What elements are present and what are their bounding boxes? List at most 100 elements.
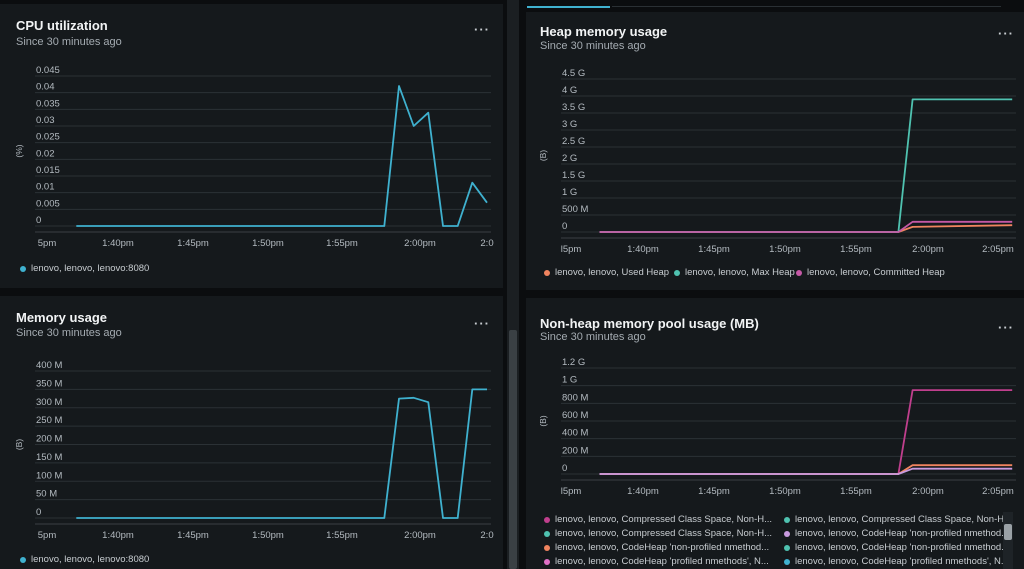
legend-item[interactable]: lenovo, lenovo, lenovo:8080	[20, 554, 149, 565]
y-tick-label: 0.01	[36, 182, 55, 193]
x-tick-label: 1:50pm	[252, 530, 284, 541]
y-tick-label: 400 M	[36, 360, 62, 371]
legend-label: lenovo, lenovo, Committed Heap	[807, 267, 945, 278]
panel-menu-icon[interactable]: ···	[998, 320, 1014, 335]
nonheap-legend: lenovo, lenovo, Compressed Class Space, …	[526, 512, 1012, 569]
panel-menu-icon[interactable]: ···	[474, 316, 490, 331]
legend-swatch	[784, 516, 790, 523]
legend-swatch	[796, 269, 802, 276]
legend-item[interactable]: lenovo, lenovo, Used Heap	[544, 267, 669, 278]
y-tick-label: 200 M	[562, 445, 588, 456]
panel-title: Heap memory usage	[540, 24, 668, 39]
legend-item[interactable]: lenovo, lenovo, CodeHeap 'profiled nmeth…	[544, 556, 769, 567]
x-tick-label: 1:55pm	[840, 486, 872, 497]
y-tick-label: 3.5 G	[562, 102, 585, 113]
nonheap-memory-panel: Non-heap memory pool usage (MB) Since 30…	[526, 298, 1024, 569]
legend-swatch	[784, 544, 790, 551]
y-tick-label: 1 G	[562, 375, 577, 386]
x-tick-label: 1:45pm	[698, 486, 730, 497]
y-tick-label: 0.035	[36, 98, 60, 109]
y-tick-label: 0	[562, 463, 567, 474]
legend-swatch	[544, 269, 550, 276]
y-tick-label: 0.04	[36, 82, 55, 93]
legend-label: lenovo, lenovo, Compressed Class Space, …	[555, 528, 773, 539]
series-line[interactable]	[76, 388, 487, 519]
series-line[interactable]	[599, 467, 1013, 475]
y-tick-label: 0.015	[36, 165, 60, 176]
legend-scrollbar-thumb[interactable]	[1004, 524, 1012, 540]
legend-label: lenovo, lenovo, CodeHeap 'non-profiled n…	[555, 542, 770, 553]
x-tick-label: 5pm	[38, 238, 57, 249]
y-tick-label: 0	[36, 215, 41, 226]
y-tick-label: 4 G	[562, 85, 577, 96]
panel-menu-icon[interactable]: ···	[474, 22, 490, 37]
legend-label: lenovo, lenovo, lenovo:8080	[31, 554, 150, 565]
y-tick-label: 800 M	[562, 392, 588, 403]
series-line[interactable]	[599, 464, 1013, 475]
y-tick-label: 3 G	[562, 119, 577, 130]
legend-item[interactable]: lenovo, lenovo, lenovo:8080	[20, 263, 149, 274]
legend-item[interactable]: lenovo, lenovo, Committed Heap	[796, 267, 945, 278]
nonheap-chart: 0 200 M 400 M 600 M 800 M 1 G 1.2 G l5pm 1:40pm 1…	[538, 358, 1016, 497]
panel-title: Memory usage	[16, 310, 108, 325]
x-tick-label: 1:45pm	[177, 530, 209, 541]
y-tick-label: 0.025	[36, 132, 60, 143]
legend-swatch	[544, 516, 550, 523]
legend-label: lenovo, lenovo, CodeHeap 'profiled nmeth…	[795, 556, 1009, 567]
y-tick-label: 600 M	[562, 410, 588, 421]
legend-item[interactable]: lenovo, lenovo, CodeHeap 'non-profiled n…	[784, 542, 1009, 553]
panel-subtitle: Since 30 minutes ago	[16, 36, 122, 48]
y-tick-label: 1 G	[562, 187, 577, 198]
legend-item[interactable]: lenovo, lenovo, CodeHeap 'non-profiled n…	[544, 542, 769, 553]
series-line[interactable]	[599, 224, 1013, 233]
legend-swatch	[544, 544, 550, 551]
legend-swatch	[20, 556, 26, 563]
x-tick-label: 2:00pm	[404, 530, 436, 541]
legend-item[interactable]: lenovo, lenovo, Compressed Class Space, …	[544, 528, 772, 539]
legend-label: lenovo, lenovo, lenovo:8080	[31, 263, 150, 274]
y-tick-label: 300 M	[36, 397, 62, 408]
series-line[interactable]	[599, 389, 1013, 475]
y-tick-label: 0	[36, 507, 41, 518]
top-divider	[612, 6, 1001, 7]
legend-label: lenovo, lenovo, CodeHeap 'non-profiled n…	[795, 542, 1010, 553]
series-line[interactable]	[599, 98, 1013, 233]
memory-usage-panel: Memory usage Since 30 minutes ago ··· 0 5…	[0, 296, 503, 569]
y-axis-title: (B)	[538, 150, 548, 162]
x-tick-label: 1:40pm	[627, 244, 659, 255]
y-tick-label: 0.005	[36, 198, 60, 209]
y-tick-label: 150 M	[36, 452, 62, 463]
x-tick-label: 1:40pm	[102, 238, 134, 249]
x-tick-label: l5pm	[561, 244, 582, 255]
series-line[interactable]	[599, 220, 1013, 233]
y-tick-label: 200 M	[36, 434, 62, 445]
legend-swatch	[674, 269, 680, 276]
legend-item[interactable]: lenovo, lenovo, CodeHeap 'profiled nmeth…	[784, 556, 1009, 567]
y-axis-title: (B)	[538, 415, 548, 427]
x-tick-label: 1:55pm	[840, 244, 872, 255]
y-axis-title: (%)	[14, 144, 24, 157]
y-tick-label: 0	[562, 221, 567, 232]
legend-scrollbar[interactable]	[1003, 512, 1013, 569]
heap-chart: 0 500 M 1 G 1.5 G 2 G 2.5 G 3 G 3.5 G 4 G 4.5 G l5…	[538, 68, 1016, 255]
y-tick-label: 0.03	[36, 115, 55, 126]
panel-title: Non-heap memory pool usage (MB)	[540, 316, 759, 331]
legend-label: lenovo, lenovo, Max Heap	[685, 267, 795, 278]
x-tick-label: 2:00pm	[912, 244, 944, 255]
y-tick-label: 250 M	[36, 415, 62, 426]
legend-item[interactable]: lenovo, lenovo, CodeHeap 'non-profiled n…	[784, 528, 1009, 539]
x-tick-label: 2:00pm	[404, 238, 436, 249]
page-scrollbar-thumb[interactable]	[509, 330, 517, 569]
x-tick-label: 1:50pm	[769, 486, 801, 497]
legend-item[interactable]: lenovo, lenovo, Compressed Class Space, …	[544, 514, 772, 525]
series-line[interactable]	[76, 85, 488, 227]
x-tick-label: l5pm	[561, 486, 582, 497]
legend-item[interactable]: lenovo, lenovo, Compressed Class Space, …	[784, 514, 1012, 525]
legend-swatch	[544, 558, 550, 565]
x-tick-label: 2:05pm	[982, 244, 1014, 255]
legend-item[interactable]: lenovo, lenovo, Max Heap	[674, 267, 795, 278]
y-tick-label: 400 M	[562, 428, 588, 439]
panel-menu-icon[interactable]: ···	[998, 26, 1014, 41]
y-tick-label: 0.02	[36, 148, 55, 159]
y-tick-label: 500 M	[562, 204, 588, 215]
